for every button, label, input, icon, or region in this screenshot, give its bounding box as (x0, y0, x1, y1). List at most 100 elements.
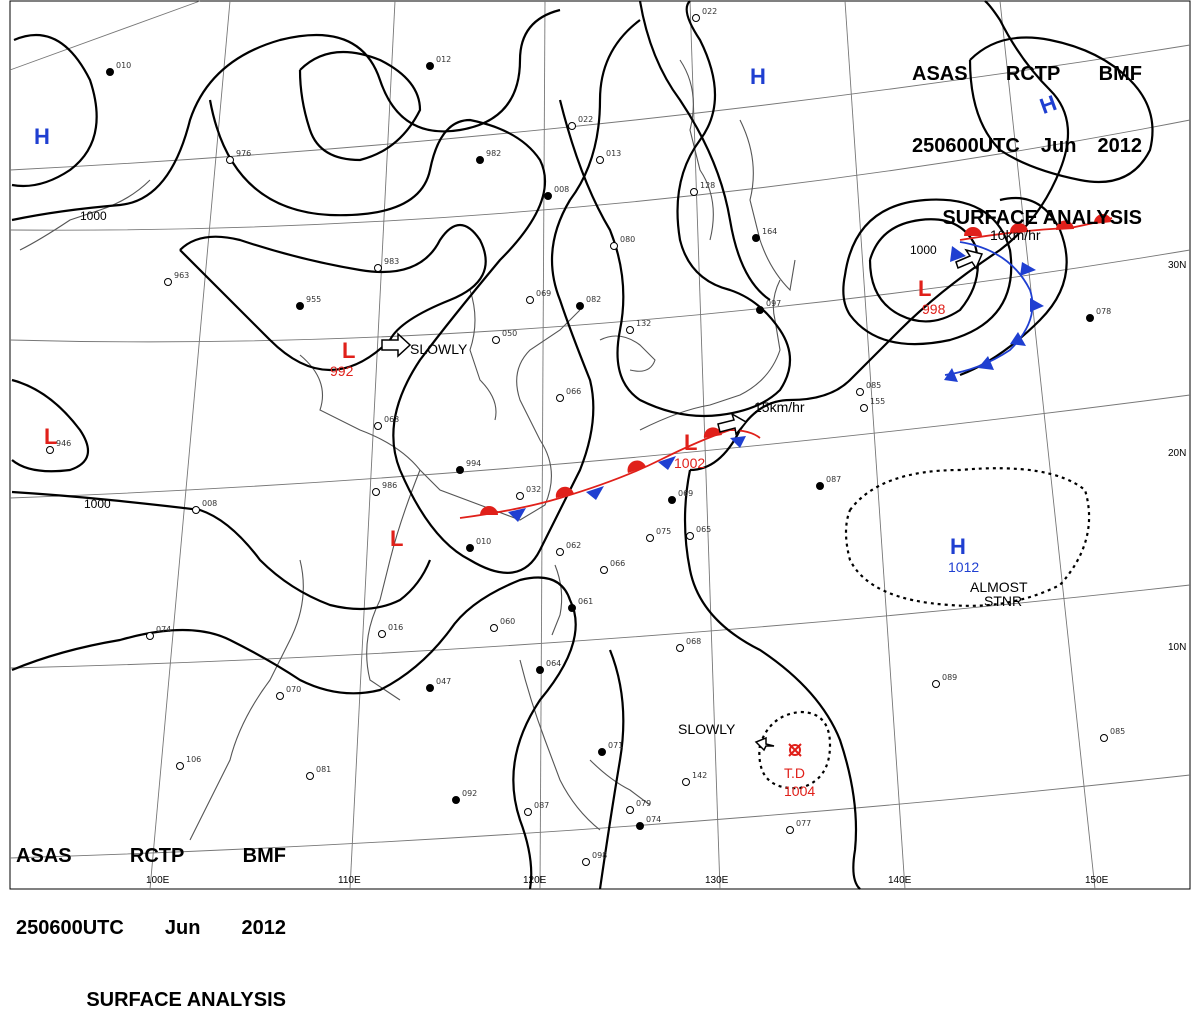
station-marker (526, 296, 534, 304)
station-marker (452, 796, 460, 804)
header-station: RCTP (129, 845, 185, 867)
high-pressure-value: 1012 (948, 559, 979, 575)
tropical-depression-icon (788, 743, 802, 757)
pressure-centers: H H H L 992 L L L 1002 L 998 H 1012 T.D … (34, 64, 1060, 799)
header-month: Jun (1040, 135, 1077, 157)
low-pressure-center: L (390, 526, 403, 551)
station-marker (556, 548, 564, 556)
station-pressure-code: 022 (702, 7, 717, 16)
station-marker (226, 156, 234, 164)
station-pressure-code: 068 (686, 637, 701, 646)
station-pressure-code: 069 (536, 289, 551, 298)
station-marker (372, 488, 380, 496)
map-header-bottom-left: ASAS RCTP BMF 250600UTC Jun 2012 SURFACE… (16, 796, 286, 1036)
station-pressure-code: 092 (462, 789, 477, 798)
station-marker (752, 234, 760, 242)
station-marker (576, 302, 584, 310)
station-pressure-code: 066 (566, 387, 581, 396)
station-pressure-code: 986 (382, 481, 397, 490)
arrow-icon (717, 412, 748, 436)
cold-front (944, 241, 1044, 382)
isobar-label: 1000 (80, 209, 107, 223)
header-agency: ASAS (16, 845, 72, 867)
station-pressure-code: 085 (866, 381, 881, 390)
longitude-label: 130E (705, 875, 729, 886)
station-pressure-code: 097 (766, 299, 781, 308)
station-marker (426, 62, 434, 70)
header-title: SURFACE ANALYSIS (942, 207, 1142, 229)
station-marker (536, 666, 544, 674)
station-pressure-code: 063 (384, 415, 399, 424)
map-header-top-right: ASAS RCTP BMF 250600UTC Jun 2012 SURFACE… (912, 14, 1142, 254)
station-marker (626, 326, 634, 334)
high-pressure-center: H (34, 124, 50, 149)
station-marker (932, 680, 940, 688)
station-marker (490, 624, 498, 632)
station-pressure-code: 066 (610, 559, 625, 568)
low-pressure-value: 992 (330, 363, 354, 379)
station-marker (690, 188, 698, 196)
station-marker (176, 762, 184, 770)
station-marker (374, 264, 382, 272)
station-pressure-code: 142 (692, 771, 707, 780)
station-pressure-code: 994 (466, 459, 481, 468)
motion-arrows (381, 248, 984, 752)
station-pressure-code: 012 (436, 55, 451, 64)
station-pressure-code: 074 (156, 625, 171, 634)
station-marker (856, 388, 864, 396)
station-pressure-code: 155 (870, 397, 885, 406)
station-pressure-code: 069 (678, 489, 693, 498)
stationary-label: ALMOST (970, 579, 1028, 595)
motion-label: SLOWLY (678, 721, 736, 737)
station-marker (192, 506, 200, 514)
longitude-label: 120E (523, 875, 547, 886)
station-marker (306, 772, 314, 780)
motion-label: 15km/hr (754, 399, 805, 415)
isobar-label: 1000 (84, 497, 111, 511)
station-marker (46, 446, 54, 454)
station-marker (556, 394, 564, 402)
station-pressure-code: 164 (762, 227, 777, 236)
station-marker (596, 156, 604, 164)
station-pressure-code: 085 (1110, 727, 1125, 736)
station-marker (786, 826, 794, 834)
header-year: 2012 (241, 917, 286, 939)
station-pressure-code: 946 (56, 439, 71, 448)
station-marker (1086, 314, 1094, 322)
low-pressure-value: 1002 (674, 455, 705, 471)
station-pressure-code: 089 (942, 673, 957, 682)
weather-map: 1000 1000 1000 (9, 0, 1191, 890)
station-marker (676, 644, 684, 652)
latitude-label: 30N (1168, 260, 1186, 271)
high-pressure-center: H (750, 64, 766, 89)
station-marker (598, 748, 606, 756)
station-pressure-code: 074 (646, 815, 661, 824)
station-pressure-code: 008 (554, 185, 569, 194)
station-marker (756, 306, 764, 314)
motion-label: 10km/hr (990, 227, 1041, 243)
station-plots: 010 976 963 955 946 008 982 983 022 008 080 069 082 0… (46, 7, 1125, 866)
station-marker (276, 692, 284, 700)
low-pressure-center: L (684, 430, 697, 455)
station-pressure-code: 064 (546, 659, 561, 668)
station-marker (568, 604, 576, 612)
header-year: 2012 (1097, 135, 1143, 157)
station-marker (146, 632, 154, 640)
station-pressure-code: 050 (502, 329, 517, 338)
station-pressure-code: 132 (636, 319, 651, 328)
isobar-label: 1000 (910, 243, 937, 257)
station-pressure-code: 106 (186, 755, 201, 764)
station-marker (106, 68, 114, 76)
station-pressure-code: 061 (578, 597, 593, 606)
station-marker (668, 496, 676, 504)
station-marker (646, 534, 654, 542)
station-pressure-code: 047 (436, 677, 451, 686)
arrow-icon (754, 736, 775, 752)
station-pressure-code: 075 (656, 527, 671, 536)
station-pressure-code: 062 (566, 541, 581, 550)
station-pressure-code: 081 (316, 765, 331, 774)
longitude-label: 140E (888, 875, 912, 886)
station-pressure-code: 070 (286, 685, 301, 694)
station-pressure-code: 098 (592, 851, 607, 860)
tropical-depression-label: T.D (784, 765, 805, 781)
